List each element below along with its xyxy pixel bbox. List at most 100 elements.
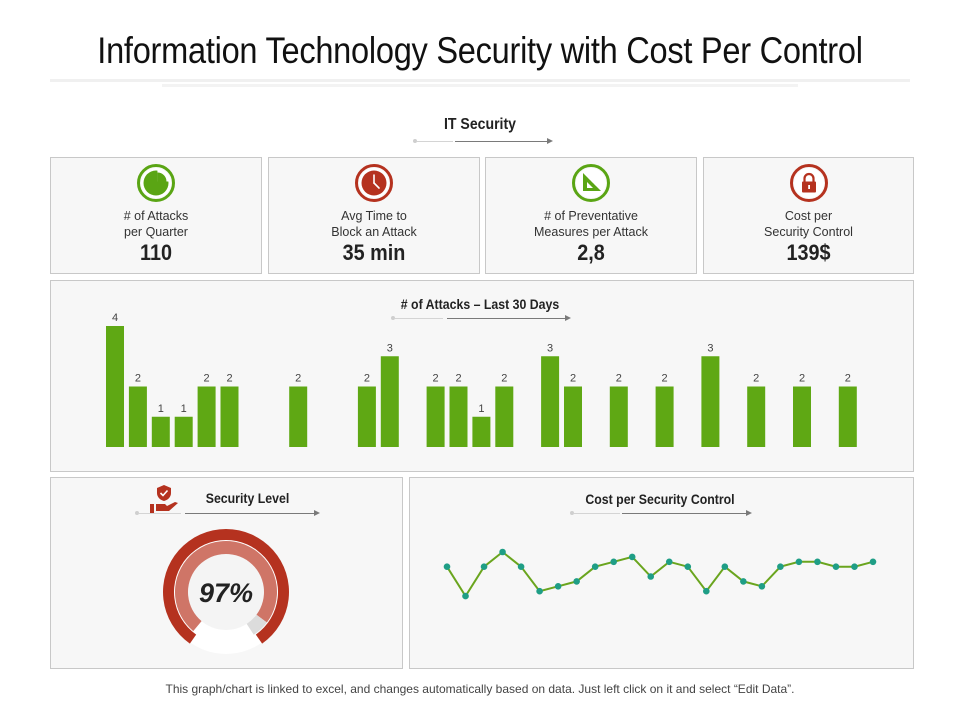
cost-point-22 [832, 563, 840, 570]
gauge-value-label: 97% [199, 578, 253, 608]
bar-day-21 [564, 386, 582, 447]
bar-day-4 [174, 416, 193, 447]
cost-chart-panel [409, 477, 914, 669]
kpi-label: # of Attacks per Quarter [123, 209, 189, 239]
bar-day-27 [701, 356, 720, 447]
bar-data-label: 2 [295, 373, 301, 385]
line-chart-title: Cost per Security Control [585, 491, 735, 507]
cost-point-18 [758, 583, 766, 590]
heading-arrow [413, 137, 553, 145]
set-square-ruler-icon [572, 164, 610, 202]
bar-day-31 [793, 386, 811, 447]
cost-point-19 [777, 563, 784, 570]
cost-point-23 [851, 563, 858, 570]
cost-point-7 [554, 583, 562, 590]
cost-point-20 [795, 558, 803, 566]
cost-point-14 [684, 563, 692, 570]
cost-point-10 [610, 558, 617, 566]
bar-data-label: 2 [455, 373, 461, 385]
kpi-card-preventative-measures: # of Preventative Measures per Attack 2,8 [485, 157, 697, 274]
kpi-value: 110 [140, 240, 172, 265]
cost-series-line [446, 550, 874, 598]
bar-data-label: 4 [112, 312, 118, 324]
padlock-icon [789, 164, 828, 202]
cost-point-4 [499, 548, 506, 556]
title-divider-secondary [162, 84, 798, 87]
title-divider [50, 79, 910, 82]
bar-data-label: 3 [547, 342, 553, 354]
bar-day-29 [747, 386, 766, 447]
cost-point-8 [573, 578, 580, 585]
bar-data-label: 2 [570, 373, 576, 385]
kpi-label: # of Preventative Measures per Attack [534, 209, 648, 239]
gauge-center [188, 554, 264, 630]
bar-data-label: 2 [433, 373, 439, 385]
cost-point-13 [665, 558, 673, 566]
cost-point-21 [814, 558, 821, 566]
kpi-value: 139$ [786, 240, 831, 265]
bar-day-17 [472, 416, 491, 447]
security-level-title: Security Level [205, 490, 290, 506]
cost-point-3 [480, 563, 488, 570]
bar-data-label: 2 [845, 373, 851, 385]
cost-point-2 [462, 592, 469, 600]
bar-data-label: 1 [181, 403, 187, 415]
cost-point-9 [591, 563, 599, 570]
bar-data-label: 2 [501, 373, 507, 385]
cost-point-16 [721, 563, 729, 570]
bar-day-20 [541, 356, 560, 447]
cost-point-1 [443, 563, 451, 570]
gauge-value-arc [175, 541, 277, 632]
bar-day-9 [289, 386, 308, 447]
security-level-gauge: 97% [163, 529, 289, 654]
bar-day-13 [380, 356, 399, 447]
bar-data-label: 2 [135, 373, 141, 385]
cost-point-24 [869, 558, 877, 566]
bar-day-33 [838, 386, 857, 447]
bar-day-3 [151, 416, 170, 447]
bar-data-label: 2 [616, 373, 622, 385]
kpi-value: 2,8 [577, 240, 605, 265]
bar-data-label: 3 [707, 342, 713, 354]
bar-day-2 [128, 386, 147, 447]
bar-day-12 [357, 386, 376, 447]
section-heading: IT Security [444, 116, 516, 133]
cost-point-11 [628, 553, 636, 561]
bar-data-label: 1 [158, 403, 164, 415]
bar-chart-title-arrow [391, 314, 571, 322]
line-chart-title-arrow [570, 509, 752, 517]
kpi-label: Cost per Security Control [764, 209, 853, 239]
cost-point-6 [536, 587, 543, 595]
security-level-arrow [135, 509, 320, 517]
bar-day-15 [426, 386, 445, 447]
bar-data-label: 2 [364, 373, 370, 385]
kpi-card-avg-block-time: Avg Time to Block an Attack 35 min [268, 157, 480, 274]
bar-data-label: 2 [226, 373, 232, 385]
clock-icon [355, 164, 393, 202]
gauge-remaining-arc [246, 614, 267, 635]
bar-data-label: 2 [799, 373, 805, 385]
bar-day-18 [495, 386, 514, 447]
shield-hand-icon [150, 485, 178, 513]
bar-data-label: 3 [387, 342, 393, 354]
bar-data-label: 1 [478, 403, 484, 415]
bar-data-label: 2 [753, 373, 759, 385]
cost-point-15 [703, 587, 710, 595]
bar-day-23 [609, 386, 628, 447]
bar-day-16 [449, 386, 468, 447]
cost-point-17 [740, 578, 747, 585]
bar-data-label: 2 [662, 373, 668, 385]
kpi-card-cost-per-control: Cost per Security Control 139$ [703, 157, 914, 274]
kpi-value: 35 min [342, 240, 406, 265]
bar-day-1 [106, 326, 124, 447]
cost-point-12 [647, 573, 655, 580]
bar-chart-title: # of Attacks – Last 30 Days [400, 296, 560, 312]
bar-day-25 [655, 386, 674, 447]
cost-point-5 [517, 563, 525, 570]
kpi-card-attacks-per-quarter: # of Attacks per Quarter 110 [50, 157, 262, 274]
page-title: Information Technology Security with Cos… [97, 30, 863, 71]
kpi-label: Avg Time to Block an Attack [331, 209, 417, 239]
bar-day-5 [197, 386, 216, 447]
